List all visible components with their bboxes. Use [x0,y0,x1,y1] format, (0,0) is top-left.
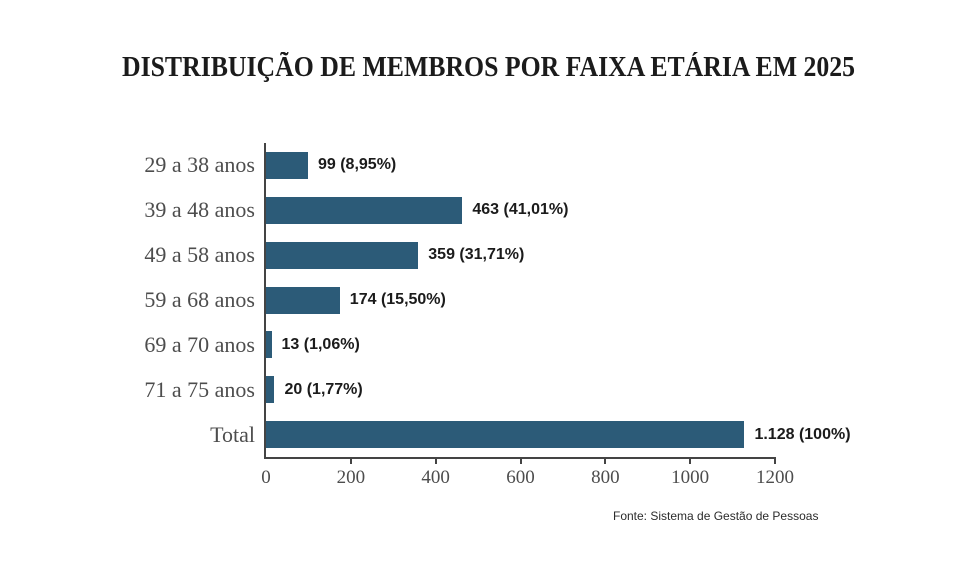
axis-tick-label: 0 [261,467,271,488]
bar-rows: 29 a 38 anos 99 (8,95%) 39 a 48 anos 463 (4… [144,143,851,457]
axis-tick-label: 1000 [671,467,710,488]
value-label: 359 (31,71%) [428,246,525,264]
axis-tick-label: 1200 [756,467,794,488]
chart-row: 49 a 58 anos 359 (31,71%) [144,233,775,278]
bar [266,286,340,314]
value-label: 174 (15,50%) [349,291,446,308]
category-label: 59 a 68 anos [144,287,255,312]
bar [266,196,463,224]
axis-tick [774,457,776,464]
axis-tick [349,457,352,464]
value-label: 20 (1,77%) [284,380,363,398]
category-label: 69 a 70 anos [144,331,255,357]
source-note: Fonte: Sistema de Gestão de Pessoas [613,509,819,523]
bar [266,421,745,449]
value-label: 13 (1,06%) [281,335,360,353]
category-label: 71 a 75 anos [144,376,255,402]
bar [266,241,419,269]
category-label: Total [210,421,255,447]
value-label: 463 (41,01%) [472,201,569,219]
axis-tick-label: 600 [506,467,535,488]
axis-tick [519,457,522,464]
category-label: 29 a 38 anos [144,152,255,178]
plot-area: 29 a 38 anos 99 (8,95%) 39 a 48 anos 463 (4… [144,143,851,488]
chart-row: 29 a 38 anos 99 (8,95%) [144,143,775,188]
value-label: 1.128 (100%) [754,425,851,443]
axis-tick [689,457,692,464]
chart-row: 71 a 75 anos 20 (1,77%) [144,367,775,412]
axis-tick-label: 200 [336,467,366,488]
category-label: 39 a 48 anos [144,197,255,223]
axis-tick [604,457,607,464]
axis-tick-label: 400 [421,467,450,488]
bar [266,151,308,179]
chart-row: Total 1.128 (100%) [210,412,851,457]
bar [266,376,275,404]
value-label: 99 (8,95%) [317,156,397,174]
axis-tick-label: 800 [591,467,620,488]
chart-row: 69 a 70 anos 13 (1,06%) [144,322,775,367]
chart-row: 39 a 48 anos 463 (41,01%) [144,188,775,233]
axis-tick [434,457,437,464]
chart-row: 59 a 68 anos 174 (15,50%) [144,278,775,323]
chart-title: DISTRIBUIÇÃO DE MEMBROS POR FAIXA ETÁRIA… [121,52,856,83]
bar [266,331,272,359]
category-label: 49 a 58 anos [144,242,255,268]
